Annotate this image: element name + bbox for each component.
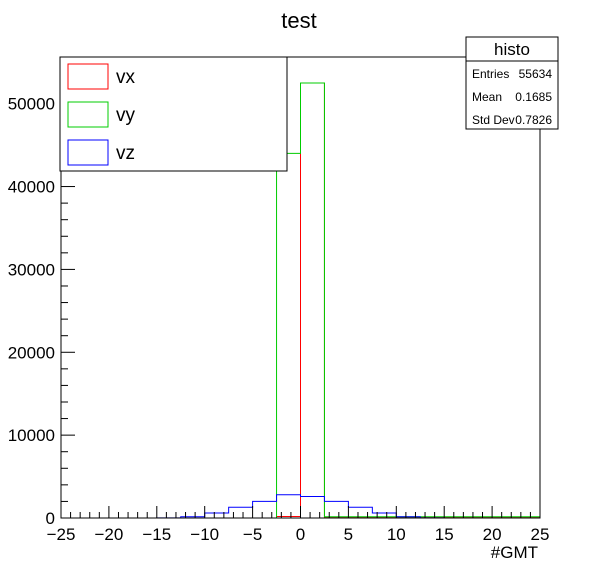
stats-row-value: 55634	[519, 67, 553, 81]
y-tick-label: 30000	[8, 260, 55, 279]
stats-row-value: 0.7826	[515, 113, 552, 127]
x-tick-label: −10	[190, 525, 219, 544]
legend-swatch-vz	[67, 139, 109, 166]
x-tick-label: −25	[47, 525, 76, 544]
x-tick-label: −15	[142, 525, 171, 544]
series-vy-histogram	[61, 82, 541, 519]
x-axis: −25 −20 −15 −10 −5 0 5 10 15 20 25	[47, 506, 550, 544]
y-axis: 0 10000 20000 30000 40000 50000	[8, 70, 75, 528]
stats-row-label: Entries	[472, 67, 509, 81]
stats-row-label: Mean	[472, 90, 502, 104]
x-tick-label: 0	[296, 525, 305, 544]
legend-swatch-vx	[67, 63, 109, 90]
legend-box	[59, 56, 288, 172]
chart-title: test	[281, 8, 316, 33]
y-tick-label: 40000	[8, 178, 55, 197]
legend-label-vy: vy	[116, 105, 136, 126]
y-tick-label: 50000	[8, 95, 55, 114]
stats-row-label: Std Dev	[472, 113, 515, 127]
x-tick-label: 10	[387, 525, 406, 544]
y-tick-label: 20000	[8, 343, 55, 362]
legend-label-vx: vx	[116, 67, 136, 88]
x-axis-label: #GMT	[491, 543, 538, 562]
x-tick-label: −5	[243, 525, 262, 544]
x-tick-label: 15	[435, 525, 454, 544]
legend-label-vz: vz	[116, 143, 135, 164]
legend-swatch-vy	[67, 101, 109, 128]
x-tick-label: 20	[483, 525, 502, 544]
x-tick-label: −20	[94, 525, 123, 544]
legend: vx vy vz	[59, 56, 288, 172]
stats-box-frame	[465, 36, 559, 130]
stats-box-title: histo	[494, 40, 530, 59]
stats-row-value: 0.1685	[515, 90, 552, 104]
y-tick-label: 0	[46, 509, 55, 528]
x-tick-label: 25	[531, 525, 550, 544]
x-tick-label: 5	[344, 525, 353, 544]
y-tick-label: 10000	[8, 426, 55, 445]
